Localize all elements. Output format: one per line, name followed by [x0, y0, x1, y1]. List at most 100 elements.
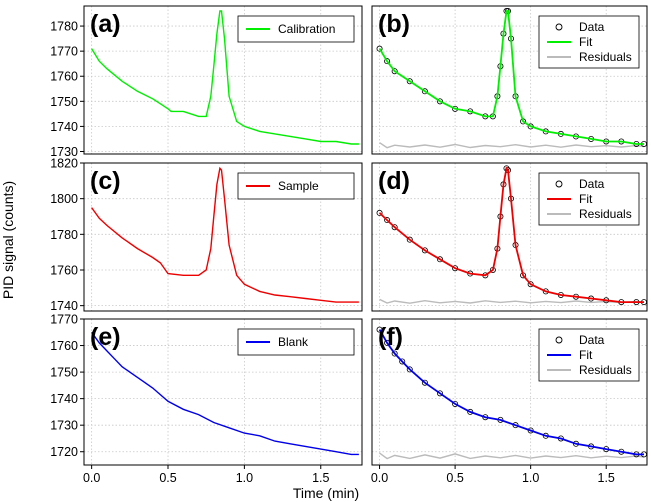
- y-tick-label: 1780: [50, 20, 78, 34]
- data-point: [376, 45, 383, 52]
- x-tick-label: 1.0: [236, 471, 253, 485]
- y-tick-label: 1740: [50, 299, 78, 313]
- legend-marker: [555, 336, 563, 344]
- y-tick-label: 1730: [50, 419, 78, 433]
- y-tick-label: 1750: [50, 366, 78, 380]
- panel-label-f: (f): [378, 323, 403, 351]
- data-point: [406, 78, 413, 85]
- y-tick-label: 1780: [50, 228, 78, 242]
- data-point: [391, 68, 398, 75]
- x-axis-title: Time (min): [293, 485, 359, 501]
- y-tick-label: 1760: [50, 70, 78, 84]
- data-point: [376, 209, 383, 216]
- x-tick-label: 0.5: [159, 471, 176, 485]
- panel-a: 1730 1740 1750 1760 1770 1780 (a) Calibration: [50, 5, 363, 159]
- legend-label: Blank: [278, 335, 309, 349]
- series-line-sample: [91, 166, 359, 303]
- panel-b-frame: [371, 5, 648, 155]
- data-point: [384, 58, 391, 65]
- y-tick-label: 1740: [50, 120, 78, 134]
- legend-label: Calibration: [278, 22, 335, 36]
- legend-marker: [555, 23, 563, 31]
- x-tick-label: 0.5: [446, 471, 463, 485]
- legend-e: Blank: [237, 328, 355, 356]
- data-point: [421, 379, 428, 386]
- panel-label-a: (a): [90, 10, 121, 38]
- data-point: [391, 350, 398, 357]
- y-tick-label: 1770: [50, 313, 78, 327]
- y-axis-title: PID signal (counts): [0, 181, 16, 299]
- panel-f-frame: [371, 318, 648, 466]
- legend-label: Residuals: [579, 50, 632, 64]
- panel-a-frame: [83, 5, 363, 155]
- data-point: [391, 224, 398, 231]
- legend-c: Sample: [237, 172, 355, 200]
- legend-label: Data: [579, 20, 605, 34]
- legend-label: Fit: [579, 192, 593, 206]
- legend-label: Fit: [579, 348, 593, 362]
- data-point: [384, 339, 391, 346]
- x-tick-label: 1.0: [522, 471, 539, 485]
- panel-e-frame: [83, 318, 363, 466]
- panel-c-plot: [91, 166, 359, 303]
- x-tick-label: 0.0: [371, 471, 388, 485]
- panel-c: 1740 1760 1780 1800 1820 (c) Sample: [50, 157, 363, 313]
- y-tick-label: 1760: [50, 263, 78, 277]
- series-line-calibration: [91, 10, 359, 145]
- panel-d-frame: [371, 162, 648, 312]
- panel-a-plot: [91, 10, 359, 145]
- panel-c-frame: [83, 162, 363, 312]
- series-line-blank: [91, 331, 359, 456]
- data-point: [436, 256, 443, 263]
- panel-b-plot: [376, 8, 647, 149]
- fit-line: [378, 166, 644, 304]
- panel-label-b: (b): [378, 10, 410, 38]
- x-tick-label: 1.5: [312, 471, 329, 485]
- y-tick-label: 1770: [50, 45, 78, 59]
- y-tick-label: 1820: [50, 157, 78, 171]
- data-point: [406, 366, 413, 373]
- legend-label: Fit: [579, 35, 593, 49]
- data-point: [376, 326, 383, 333]
- legend-label: Data: [579, 177, 605, 191]
- panel-f-plot: [376, 326, 647, 460]
- residuals-line: [379, 452, 645, 460]
- data-point: [436, 98, 443, 105]
- x-tick-label: 0.0: [83, 471, 100, 485]
- y-tick-label: 1740: [50, 392, 78, 406]
- panel-d-plot: [376, 165, 647, 306]
- y-tick-label: 1800: [50, 192, 78, 206]
- legend-marker: [555, 180, 563, 188]
- legend-label: Sample: [278, 179, 319, 193]
- panels-group: 1730 1740 1750 1760 1770 1780 (a) Calibration (b…: [50, 5, 648, 485]
- data-point: [421, 247, 428, 254]
- data-point: [452, 400, 459, 407]
- data-point: [399, 358, 406, 365]
- y-tick-label: 1720: [50, 445, 78, 459]
- y-tick-label: 1750: [50, 95, 78, 109]
- panel-label-e: (e): [90, 323, 121, 351]
- fit-line: [378, 329, 644, 456]
- legend-label: Data: [579, 333, 605, 347]
- data-point: [384, 217, 391, 224]
- panel-label-c: (c): [90, 167, 121, 195]
- fit-line: [378, 10, 644, 145]
- data-point: [406, 236, 413, 243]
- data-point: [436, 390, 443, 397]
- legend-box: [237, 15, 355, 43]
- residuals-line: [379, 142, 645, 149]
- legend-label: Residuals: [579, 207, 632, 221]
- y-tick-label: 1760: [50, 339, 78, 353]
- legend-a: Calibration: [237, 15, 355, 43]
- panel-label-d: (d): [378, 167, 410, 195]
- panel-e: 1720 1730 1740 1750 1760 1770 0.0 0.5 1.0 1.5 (e) B…: [50, 313, 363, 485]
- x-tick-label: 1.5: [598, 471, 615, 485]
- panel-e-plot: [91, 331, 359, 456]
